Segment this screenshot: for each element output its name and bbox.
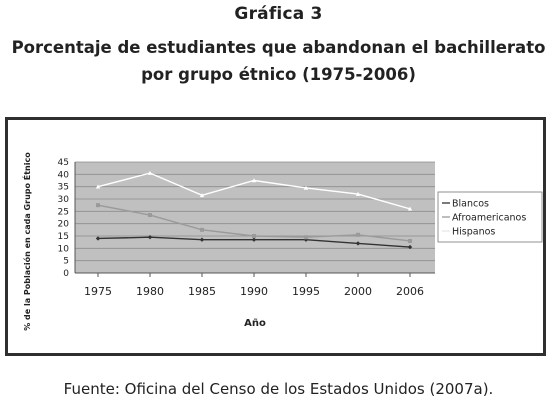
legend-box xyxy=(437,191,543,243)
x-tick-label: 2006 xyxy=(396,285,424,298)
y-tick-label: 15 xyxy=(58,232,69,242)
figure-title: Porcentaje de estudiantes que abandonan … xyxy=(0,34,557,88)
line-chart: 0 5 10 15 20 25 30 35 40 45 1975 1980 1985 1990 1995 20… xyxy=(21,152,543,331)
x-tick-label: 1990 xyxy=(240,285,268,298)
data-point xyxy=(200,227,204,232)
y-tick-label: 25 xyxy=(58,207,69,217)
x-axis-title: Año xyxy=(244,318,266,329)
source-note: Fuente: Oficina del Censo de los Estados… xyxy=(63,380,494,398)
series xyxy=(95,170,413,250)
y-tick-label: 45 xyxy=(58,158,69,168)
data-point xyxy=(408,238,412,243)
data-point xyxy=(304,235,308,240)
x-tick-label: 2000 xyxy=(344,285,372,298)
legend-label-hispanos: Hispanos xyxy=(452,227,495,238)
x-tick-label: 1980 xyxy=(136,285,164,298)
y-axis-title: % de la Población en cada Grupo Étnico xyxy=(21,152,32,331)
figure-label: Gráfica 3 xyxy=(234,4,323,24)
legend-label-blancos: Blancos xyxy=(452,199,489,210)
chart-frame: 0 5 10 15 20 25 30 35 40 45 1975 1980 1985 1990 1995 20… xyxy=(5,117,546,356)
y-tick-label: 20 xyxy=(58,220,70,230)
data-point xyxy=(199,237,205,242)
legend: Blancos Afroamericanos Hispanos xyxy=(437,191,543,243)
data-point xyxy=(355,241,361,246)
data-point xyxy=(252,234,256,238)
data-point xyxy=(199,193,205,198)
data-point xyxy=(96,203,100,208)
y-tick-label: 30 xyxy=(58,195,70,205)
data-point xyxy=(303,185,309,190)
data-point xyxy=(147,170,153,175)
x-tick-label: 1985 xyxy=(188,285,216,298)
y-tick-label: 0 xyxy=(63,269,69,279)
data-point xyxy=(147,235,153,240)
y-tick-label: 5 xyxy=(63,257,69,267)
y-tick-label: 10 xyxy=(58,244,70,254)
data-point xyxy=(407,244,413,250)
y-tick-label: 35 xyxy=(58,183,69,193)
data-point xyxy=(148,213,152,218)
legend-label-afroamericanos: Afroamericanos xyxy=(452,213,526,224)
data-point xyxy=(95,184,101,189)
x-tick-label: 1995 xyxy=(292,285,320,298)
data-point xyxy=(95,236,101,241)
y-tick-label: 40 xyxy=(58,170,70,180)
data-point xyxy=(251,237,257,242)
figure-title-line-2: por grupo étnico (1975-2006) xyxy=(141,65,416,84)
figure-title-line-1: Porcentaje de estudiantes que abandonan … xyxy=(11,38,546,57)
x-tick-label: 1975 xyxy=(84,285,112,298)
data-point xyxy=(407,206,413,211)
data-point xyxy=(355,191,361,196)
axes: 0 5 10 15 20 25 30 35 40 45 1975 1980 1985 1990 1995 20… xyxy=(21,152,435,331)
data-point xyxy=(356,232,360,237)
data-point xyxy=(251,178,257,183)
